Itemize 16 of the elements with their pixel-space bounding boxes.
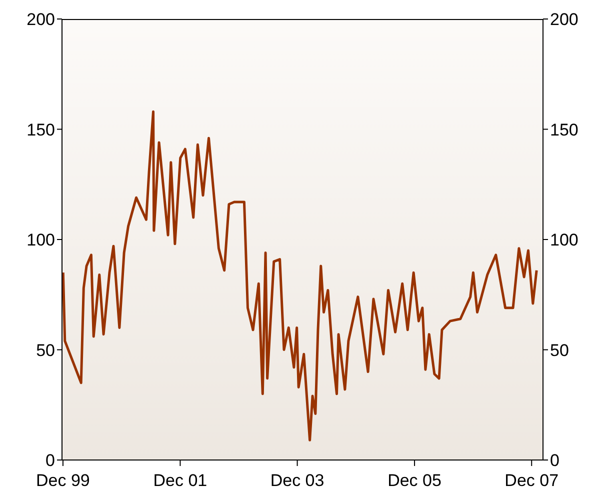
y2-tick-label: 100 <box>550 230 578 250</box>
x-tick-label: Dec 99 <box>36 471 90 490</box>
y-tick-label: 200 <box>26 10 55 30</box>
y2-tick-label: 50 <box>550 340 569 360</box>
x-tick-label: Dec 03 <box>270 471 324 490</box>
y-tick-label: 150 <box>26 120 55 140</box>
line-series <box>62 110 538 442</box>
x-tick-label: Dec 01 <box>153 471 208 490</box>
x-tick-label: Dec 07 <box>504 471 559 490</box>
y2-tick-label: 0 <box>550 451 560 470</box>
y-tick-label: 100 <box>26 230 55 250</box>
x-tick-label: Dec 05 <box>388 471 442 490</box>
y-tick-label: 0 <box>46 451 55 470</box>
y2-tick-label: 200 <box>550 10 578 30</box>
y2-tick-label: 150 <box>550 120 578 140</box>
y-tick-label: 50 <box>36 340 55 360</box>
